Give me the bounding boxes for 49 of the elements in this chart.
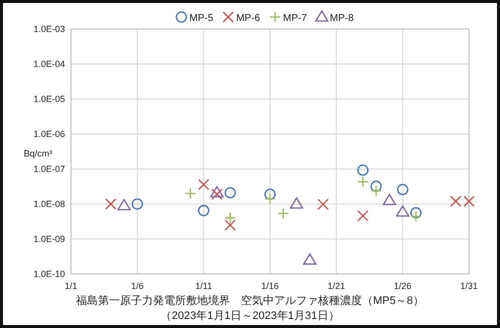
y-tick-label: 1.0E-09 xyxy=(33,234,65,244)
point xyxy=(290,197,304,209)
x-tick-label: 1/21 xyxy=(328,281,346,291)
y-tick-label: 1.0E-03 xyxy=(33,24,65,34)
point xyxy=(198,204,210,216)
point xyxy=(211,188,223,200)
point xyxy=(357,210,369,222)
point xyxy=(132,198,143,210)
y-tick-label: 1.0E-06 xyxy=(33,129,65,139)
point xyxy=(382,194,396,206)
legend-label: MP-7 xyxy=(283,13,308,24)
point xyxy=(264,193,276,205)
point xyxy=(224,212,236,224)
point xyxy=(357,176,369,188)
point xyxy=(198,178,210,190)
point xyxy=(370,185,382,196)
x-tick-label: 1/11 xyxy=(195,281,212,291)
x-tick-label: 1/1 xyxy=(64,281,78,291)
point xyxy=(264,188,276,200)
legend-label: MP-5 xyxy=(189,13,214,24)
y-tick-label: 1.0E-04 xyxy=(33,59,65,69)
point xyxy=(224,187,236,198)
legend-label: MP-6 xyxy=(236,13,261,24)
point xyxy=(210,186,224,198)
point xyxy=(410,210,422,222)
y-tick-label: 1.0E-07 xyxy=(33,164,65,174)
point xyxy=(278,208,289,220)
x-tick-label: 1/26 xyxy=(394,281,412,291)
point xyxy=(317,198,329,210)
point xyxy=(396,205,410,217)
legend-label: MP-8 xyxy=(330,13,354,24)
text: （2023年1月1日～2023年1月31日） xyxy=(160,310,340,322)
y-axis-title: Bq/cm³ xyxy=(24,148,52,158)
x-tick-label: 1/31 xyxy=(460,281,478,291)
x-tick-label: 1/16 xyxy=(261,281,279,291)
point xyxy=(397,184,408,196)
point xyxy=(370,180,382,192)
text: 福島第一原子力発電所敷地境界 空気中アルファ核種濃度（MP5～8） xyxy=(76,294,424,307)
point xyxy=(357,164,369,176)
y-tick-label: 1.0E-05 xyxy=(33,94,65,104)
y-tick-label: 1.0E-10 xyxy=(33,269,65,279)
point xyxy=(410,207,422,218)
point xyxy=(117,198,131,210)
point xyxy=(105,198,116,210)
point xyxy=(303,253,316,265)
point xyxy=(184,188,196,200)
x-tick-label: 1/6 xyxy=(131,281,144,291)
point xyxy=(224,219,236,231)
y-tick-label: 1.0E-08 xyxy=(33,199,65,209)
